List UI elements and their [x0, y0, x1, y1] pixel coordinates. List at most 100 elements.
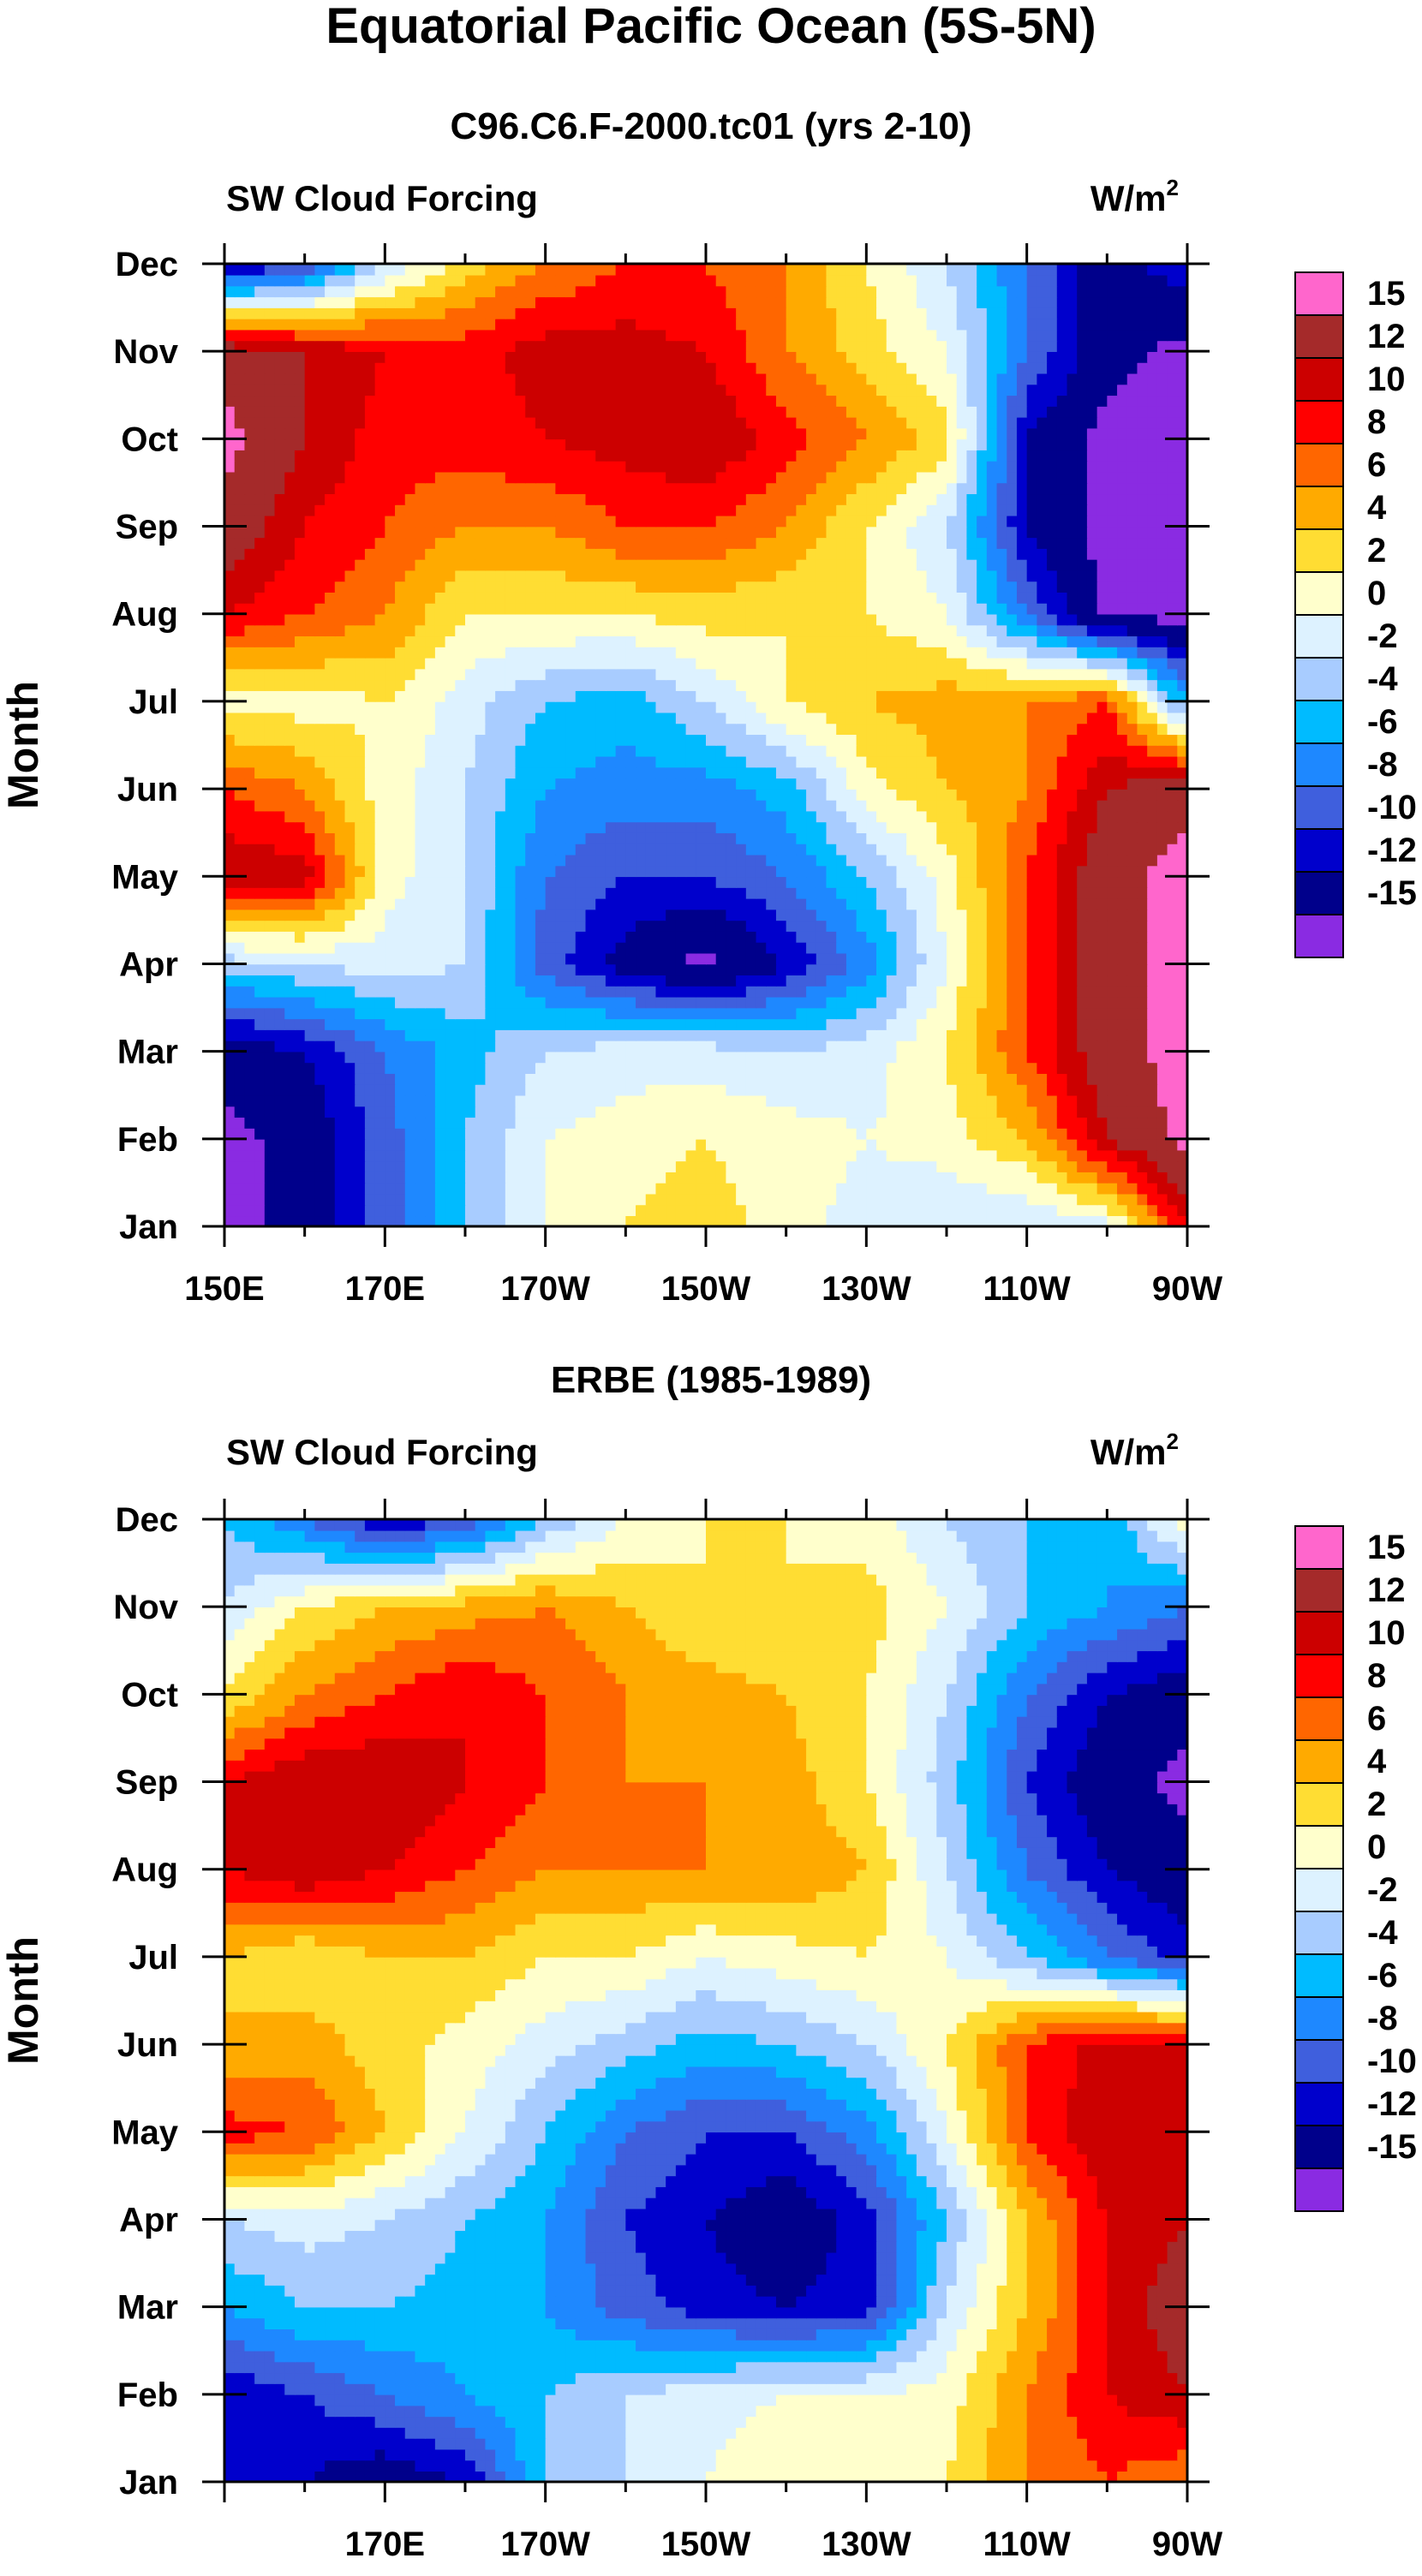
data-cell [806, 909, 817, 921]
data-cell [736, 1172, 747, 1184]
data-cell [1056, 876, 1068, 888]
data-cell [304, 657, 316, 670]
data-cell [425, 1018, 436, 1030]
data-cell [826, 1172, 838, 1184]
data-cell [445, 1073, 457, 1085]
data-cell [745, 712, 757, 724]
data-cell [244, 1007, 255, 1020]
data-cell [425, 745, 436, 757]
data-cell [1096, 799, 1108, 812]
data-cell [766, 657, 777, 670]
data-cell [896, 755, 907, 768]
data-cell [284, 679, 296, 691]
data-cell [1047, 1094, 1058, 1107]
data-cell [906, 690, 917, 702]
data-cell [1167, 778, 1179, 790]
data-cell [796, 679, 807, 691]
data-cell [786, 778, 798, 790]
data-cell [726, 963, 737, 976]
data-cell [224, 897, 236, 910]
data-cell [425, 1160, 436, 1172]
data-cell [1137, 1007, 1148, 1020]
data-cell [334, 1149, 346, 1162]
data-cell [1126, 668, 1138, 681]
data-cell [374, 657, 386, 670]
data-cell [475, 1193, 487, 1206]
data-cell [856, 778, 868, 790]
data-cell [465, 865, 476, 878]
data-cell [254, 1149, 266, 1162]
data-cell [766, 1094, 777, 1107]
data-cell [515, 832, 527, 844]
data-cell [585, 1073, 597, 1085]
data-cell [786, 1128, 798, 1140]
data-cell [836, 876, 847, 888]
data-cell [505, 963, 517, 976]
data-cell [666, 810, 677, 823]
data-cell [404, 789, 416, 801]
data-cell [224, 931, 236, 943]
data-cell [1107, 1128, 1118, 1140]
data-cell [1047, 909, 1058, 921]
data-cell [706, 766, 717, 779]
data-cell [334, 734, 346, 746]
data-cell [936, 1117, 947, 1129]
data-cell [374, 1007, 386, 1020]
data-cell [595, 1138, 606, 1151]
data-cell [585, 986, 597, 998]
data-cell [585, 1204, 597, 1217]
data-cell [726, 701, 737, 713]
data-cell [1117, 799, 1128, 812]
data-cell [585, 755, 597, 768]
data-cell [685, 1062, 697, 1074]
data-cell [706, 690, 717, 702]
data-cell [655, 723, 666, 736]
data-cell [977, 690, 988, 702]
data-cell [1056, 1029, 1068, 1041]
data-cell [756, 843, 768, 856]
data-cell [675, 1215, 687, 1226]
data-cell [344, 668, 356, 681]
data-cell [947, 1106, 958, 1118]
data-cell [1137, 745, 1148, 757]
data-cell [745, 952, 757, 965]
data-cell [555, 712, 566, 724]
data-cell [866, 1073, 877, 1085]
data-cell [425, 1182, 436, 1195]
data-cell [685, 897, 697, 910]
data-cell [575, 975, 587, 987]
data-cell [977, 1007, 988, 1020]
data-cell [625, 1040, 636, 1052]
data-cell [936, 876, 947, 888]
data-cell [545, 941, 557, 954]
data-cell [1167, 789, 1179, 801]
data-cell [655, 690, 666, 702]
data-cell [1016, 996, 1028, 1009]
data-cell [1037, 1215, 1048, 1226]
data-cell [465, 1040, 476, 1052]
data-cell [876, 887, 887, 899]
data-cell [706, 1193, 717, 1206]
data-cell [916, 690, 928, 702]
data-cell [465, 712, 476, 724]
data-cell [575, 668, 587, 681]
data-cell [1156, 920, 1168, 932]
data-cell [565, 712, 577, 724]
data-cell [1167, 1073, 1179, 1085]
data-cell [966, 1040, 977, 1052]
data-cell [274, 832, 286, 844]
data-cell [886, 712, 898, 724]
data-cell [715, 1172, 727, 1184]
data-cell [485, 766, 496, 779]
data-cell [254, 1193, 266, 1206]
data-cell [977, 1040, 988, 1052]
data-cell [595, 897, 606, 910]
data-cell [666, 755, 677, 768]
data-cell [234, 1040, 246, 1052]
data-cell [535, 986, 547, 998]
data-cell [796, 1160, 807, 1172]
data-cell [836, 1204, 847, 1217]
data-cell [856, 1106, 868, 1118]
data-cell [745, 909, 757, 921]
data-cell [274, 1160, 286, 1172]
